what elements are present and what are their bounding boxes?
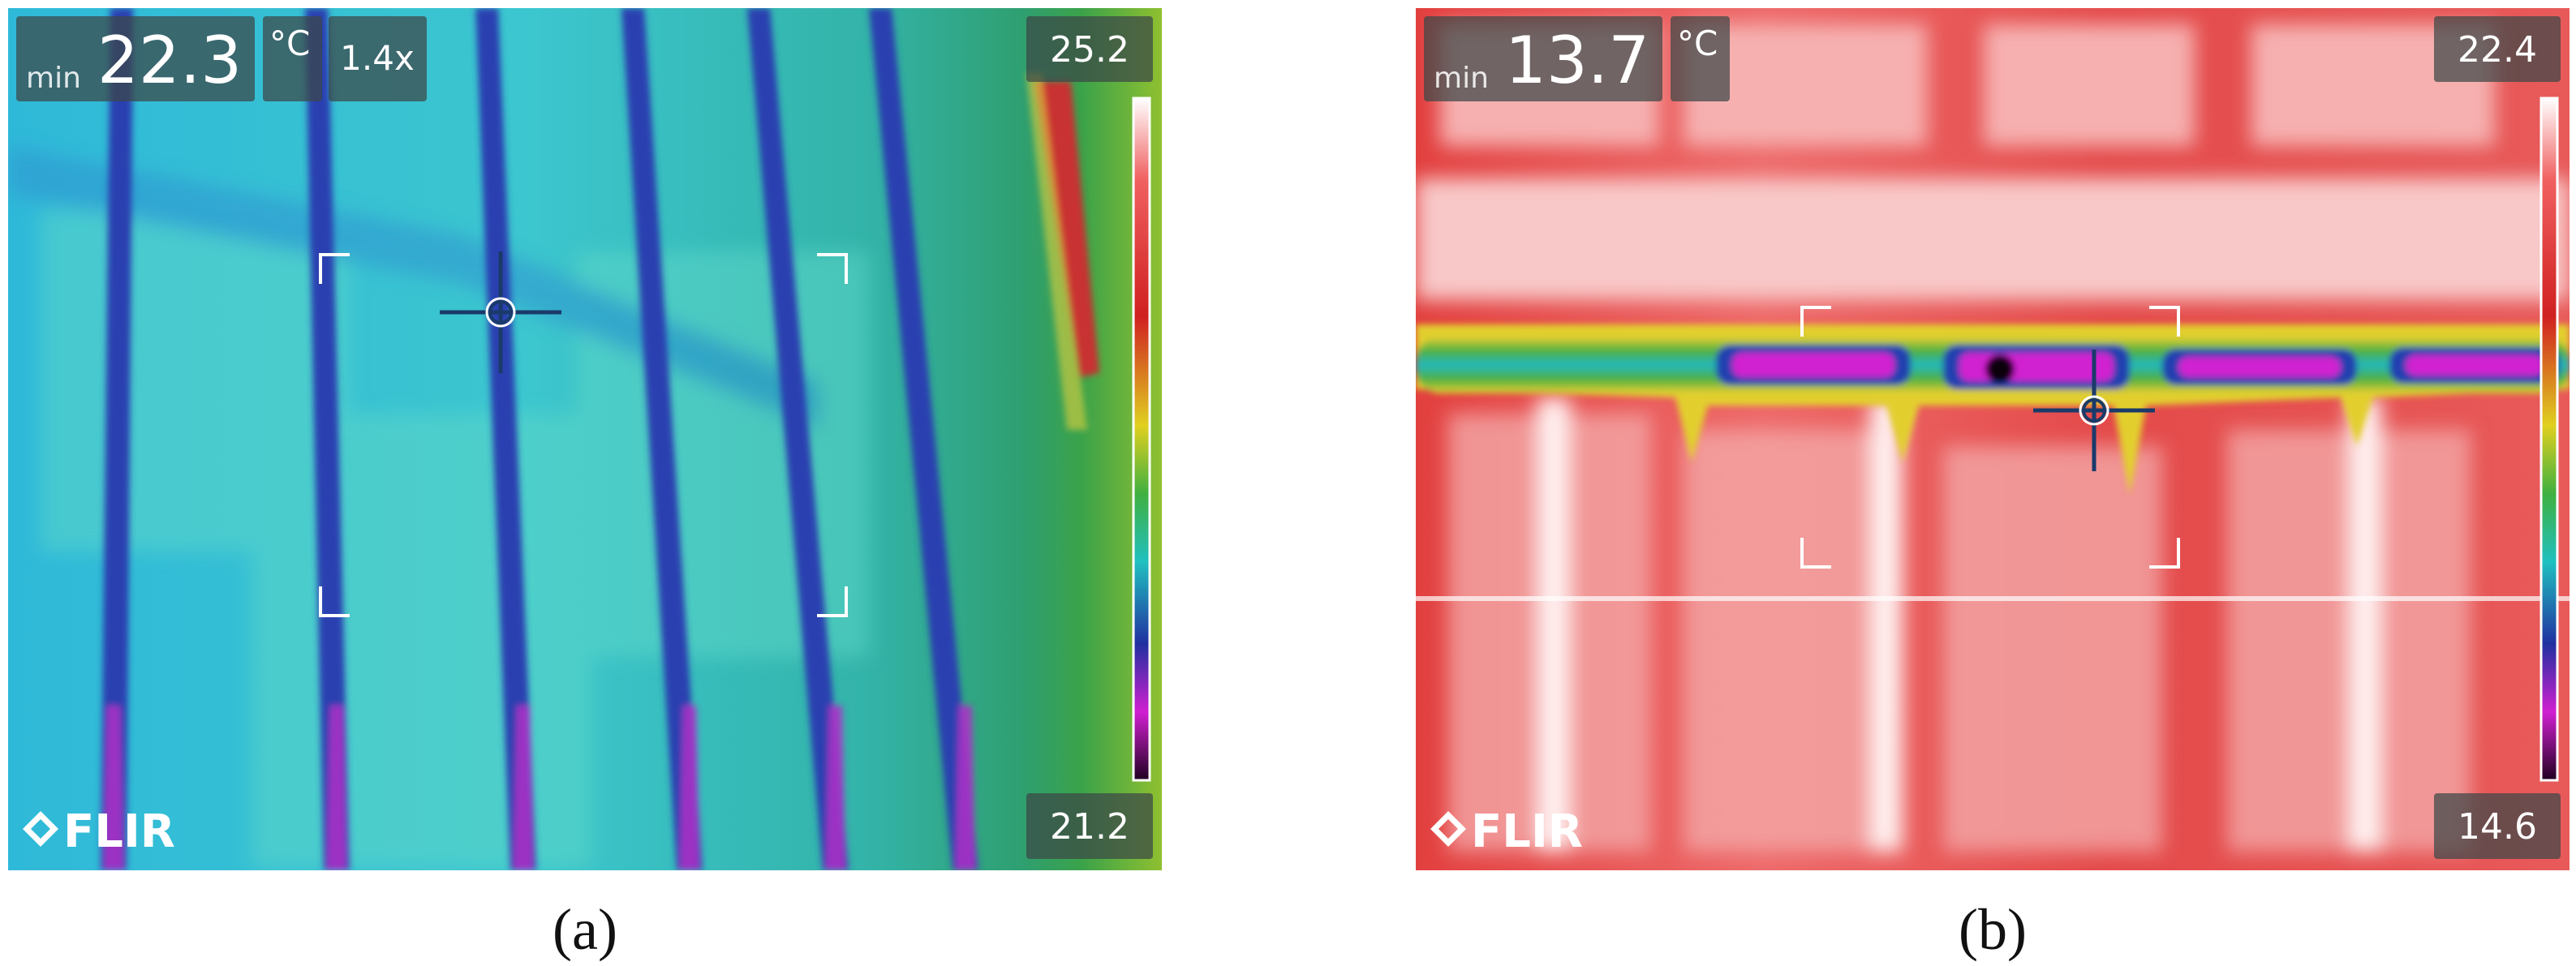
measure-brackets bbox=[1800, 306, 2180, 569]
cold-band bbox=[1416, 324, 2570, 495]
zoom-box bbox=[329, 16, 427, 101]
brand: FLIR bbox=[63, 805, 175, 858]
min-label: min bbox=[1434, 62, 1489, 95]
zoom: 1.4x bbox=[340, 38, 415, 78]
crosshair bbox=[440, 251, 561, 373]
color-scale bbox=[1132, 97, 1151, 782]
min-value: 22.3 bbox=[97, 23, 242, 98]
crosshair bbox=[2033, 350, 2155, 471]
scale-min-box bbox=[2434, 793, 2561, 859]
scale-min: 21.2 bbox=[1050, 806, 1129, 848]
crosshair-spot bbox=[485, 297, 516, 328]
min-value: 13.7 bbox=[1505, 23, 1649, 98]
stripes bbox=[101, 8, 978, 870]
unit-box bbox=[1671, 16, 1730, 101]
brand-icon bbox=[23, 811, 58, 847]
caption: (b) bbox=[1959, 897, 2027, 962]
caption: (a) bbox=[553, 897, 617, 962]
min-box bbox=[16, 16, 255, 101]
scale-max-box bbox=[1026, 16, 1153, 82]
measure-brackets bbox=[319, 253, 848, 617]
thermal-panel: min 13.7 °C 22.4 14.6 FLIR bbox=[1416, 8, 2570, 870]
crosshair-spot bbox=[2079, 395, 2109, 426]
scale-min-box bbox=[1026, 793, 1153, 859]
color-scale bbox=[2539, 97, 2559, 782]
brand-icon bbox=[1430, 811, 1466, 847]
min-label: min bbox=[26, 62, 81, 95]
brand: FLIR bbox=[1471, 805, 1583, 858]
thermal-panel: min 22.3 °C 1.4x 25.2 21.2 FLIR bbox=[8, 8, 1162, 870]
scale-max: 25.2 bbox=[1050, 29, 1129, 71]
scale-min: 14.6 bbox=[2458, 806, 2537, 848]
scale-max-box bbox=[2434, 16, 2561, 82]
unit-box bbox=[263, 16, 322, 101]
unit: °C bbox=[1677, 24, 1718, 63]
unit: °C bbox=[269, 24, 310, 63]
scale-max: 22.4 bbox=[2458, 29, 2537, 71]
min-box bbox=[1424, 16, 1662, 101]
